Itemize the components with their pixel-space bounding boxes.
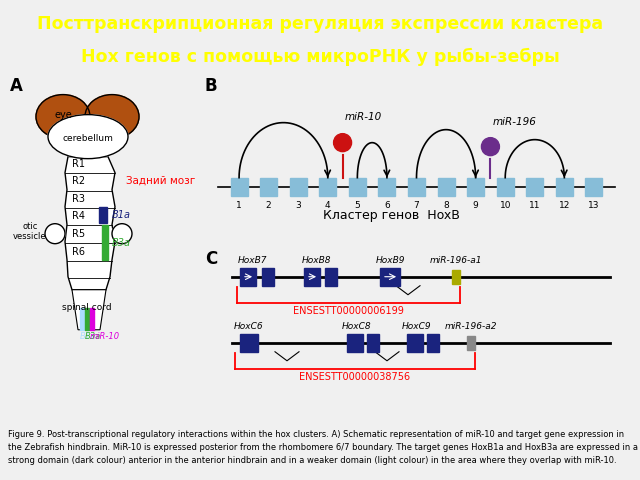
Bar xyxy=(240,334,258,352)
Text: HoxC8: HoxC8 xyxy=(342,322,372,331)
Bar xyxy=(262,268,274,286)
Bar xyxy=(260,178,277,196)
Text: R2: R2 xyxy=(72,176,85,186)
Text: 6: 6 xyxy=(384,201,390,210)
Ellipse shape xyxy=(36,95,90,139)
Bar xyxy=(407,334,423,352)
Bar xyxy=(526,178,543,196)
Text: Посттранскрипционная регуляция экспрессии кластера: Посттранскрипционная регуляция экспресси… xyxy=(37,15,603,34)
Bar xyxy=(378,178,396,196)
Bar xyxy=(80,308,84,330)
Bar xyxy=(347,334,363,352)
Bar xyxy=(408,178,425,196)
Bar xyxy=(102,225,108,260)
Bar xyxy=(230,178,248,196)
Bar xyxy=(240,268,256,286)
Text: 9: 9 xyxy=(473,201,479,210)
Text: ENSESTT00000006199: ENSESTT00000006199 xyxy=(293,306,404,316)
Text: 10: 10 xyxy=(499,201,511,210)
Bar xyxy=(556,178,573,196)
Text: Hox генов с помощью микроРНК у рыбы-зебры: Hox генов с помощью микроРНК у рыбы-зебр… xyxy=(81,48,559,66)
Bar xyxy=(85,308,89,330)
Text: HoxB7: HoxB7 xyxy=(237,256,267,264)
Text: otic
vessicle: otic vessicle xyxy=(13,222,47,241)
Bar xyxy=(467,178,484,196)
Text: Кластер генов  HoxB: Кластер генов HoxB xyxy=(323,209,460,222)
Bar xyxy=(438,178,454,196)
Text: miR-10: miR-10 xyxy=(344,112,382,121)
Text: cerebellum: cerebellum xyxy=(63,134,113,143)
Text: the Zebrafish hindbrain. MiR-10 is expressed posterior from the rhombomere 6/7 b: the Zebrafish hindbrain. MiR-10 is expre… xyxy=(8,443,638,452)
Text: R3: R3 xyxy=(72,193,85,204)
Text: 7: 7 xyxy=(413,201,419,210)
Text: C: C xyxy=(205,250,217,268)
Bar xyxy=(319,178,336,196)
Text: HoxC6: HoxC6 xyxy=(234,322,264,331)
Text: 1: 1 xyxy=(236,201,242,210)
Text: R1: R1 xyxy=(72,159,85,168)
Text: miR-196: miR-196 xyxy=(492,117,536,127)
Text: 4: 4 xyxy=(325,201,331,210)
Text: HoxB8: HoxB8 xyxy=(302,256,332,264)
Bar xyxy=(90,308,94,330)
Text: ENSESTT00000038756: ENSESTT00000038756 xyxy=(300,372,411,382)
Text: 11: 11 xyxy=(529,201,541,210)
Text: 5: 5 xyxy=(355,201,360,210)
Text: eye: eye xyxy=(54,109,72,120)
Text: spinal cord: spinal cord xyxy=(62,303,112,312)
Bar xyxy=(349,178,366,196)
Text: 13: 13 xyxy=(588,201,600,210)
Ellipse shape xyxy=(85,95,139,139)
Text: miR-196-a2: miR-196-a2 xyxy=(445,322,497,331)
Text: miR-196-a1: miR-196-a1 xyxy=(429,256,483,264)
Bar xyxy=(427,334,439,352)
Text: HoxB9: HoxB9 xyxy=(375,256,404,264)
Text: B3a: B3a xyxy=(85,332,101,341)
Text: strong domain (dark colour) anterior in the anterior hindbrain and in a weaker d: strong domain (dark colour) anterior in … xyxy=(8,456,616,465)
Text: B3a: B3a xyxy=(112,238,131,248)
Bar xyxy=(290,178,307,196)
Polygon shape xyxy=(65,156,115,290)
Bar xyxy=(380,268,400,286)
Text: 8: 8 xyxy=(443,201,449,210)
Text: 2: 2 xyxy=(266,201,271,210)
Text: HoxC9: HoxC9 xyxy=(402,322,432,331)
Text: B1a: B1a xyxy=(112,210,131,220)
Text: Задний мозг: Задний мозг xyxy=(126,176,195,186)
Text: A: A xyxy=(10,77,23,95)
Bar xyxy=(304,268,320,286)
Bar xyxy=(325,268,337,286)
Circle shape xyxy=(481,138,499,156)
Circle shape xyxy=(45,224,65,244)
Text: 12: 12 xyxy=(559,201,570,210)
Bar xyxy=(99,207,107,223)
Text: R6: R6 xyxy=(72,247,85,257)
Text: B: B xyxy=(205,77,218,95)
Text: Figure 9. Post-transcriptional regulatory interactions within the hox clusters. : Figure 9. Post-transcriptional regulator… xyxy=(8,430,624,439)
Bar xyxy=(452,270,460,284)
Text: R5: R5 xyxy=(72,228,85,239)
Bar xyxy=(497,178,514,196)
Text: B1a: B1a xyxy=(80,332,96,341)
Text: R4: R4 xyxy=(72,211,85,221)
Circle shape xyxy=(112,224,132,244)
Text: miR-10: miR-10 xyxy=(90,332,120,341)
Bar xyxy=(467,336,475,350)
Bar xyxy=(586,178,602,196)
Circle shape xyxy=(333,133,351,152)
Polygon shape xyxy=(72,290,106,330)
Bar xyxy=(367,334,379,352)
Ellipse shape xyxy=(48,115,128,159)
Text: 3: 3 xyxy=(295,201,301,210)
